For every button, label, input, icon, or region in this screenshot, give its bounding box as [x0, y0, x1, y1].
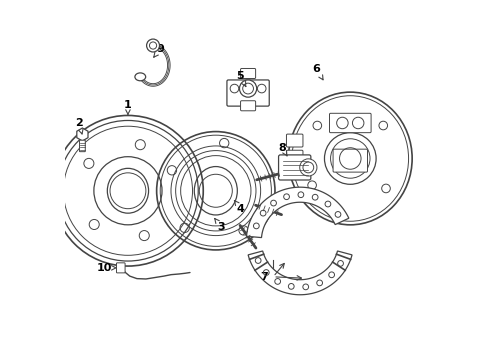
Text: 6: 6 [312, 64, 323, 80]
FancyBboxPatch shape [286, 150, 303, 167]
Text: 3: 3 [214, 219, 224, 231]
FancyBboxPatch shape [240, 101, 255, 111]
FancyBboxPatch shape [278, 155, 310, 180]
Ellipse shape [135, 73, 145, 81]
Text: 4: 4 [234, 201, 244, 214]
Text: 7: 7 [260, 272, 267, 282]
Ellipse shape [288, 92, 411, 225]
Ellipse shape [291, 96, 408, 221]
Circle shape [299, 159, 316, 176]
Text: 10: 10 [96, 263, 117, 273]
FancyBboxPatch shape [286, 134, 303, 147]
Text: 9: 9 [153, 44, 164, 57]
FancyBboxPatch shape [332, 149, 367, 172]
FancyBboxPatch shape [116, 263, 125, 273]
FancyBboxPatch shape [80, 140, 85, 152]
Text: 8: 8 [278, 143, 286, 156]
Polygon shape [247, 251, 351, 295]
FancyBboxPatch shape [240, 68, 255, 78]
FancyBboxPatch shape [226, 80, 269, 106]
Text: 5: 5 [236, 71, 245, 87]
FancyBboxPatch shape [329, 113, 370, 133]
Circle shape [239, 80, 256, 97]
Text: 1: 1 [124, 100, 132, 115]
Circle shape [324, 133, 375, 184]
Polygon shape [246, 187, 348, 238]
Text: 2: 2 [75, 118, 83, 134]
Circle shape [146, 39, 159, 52]
